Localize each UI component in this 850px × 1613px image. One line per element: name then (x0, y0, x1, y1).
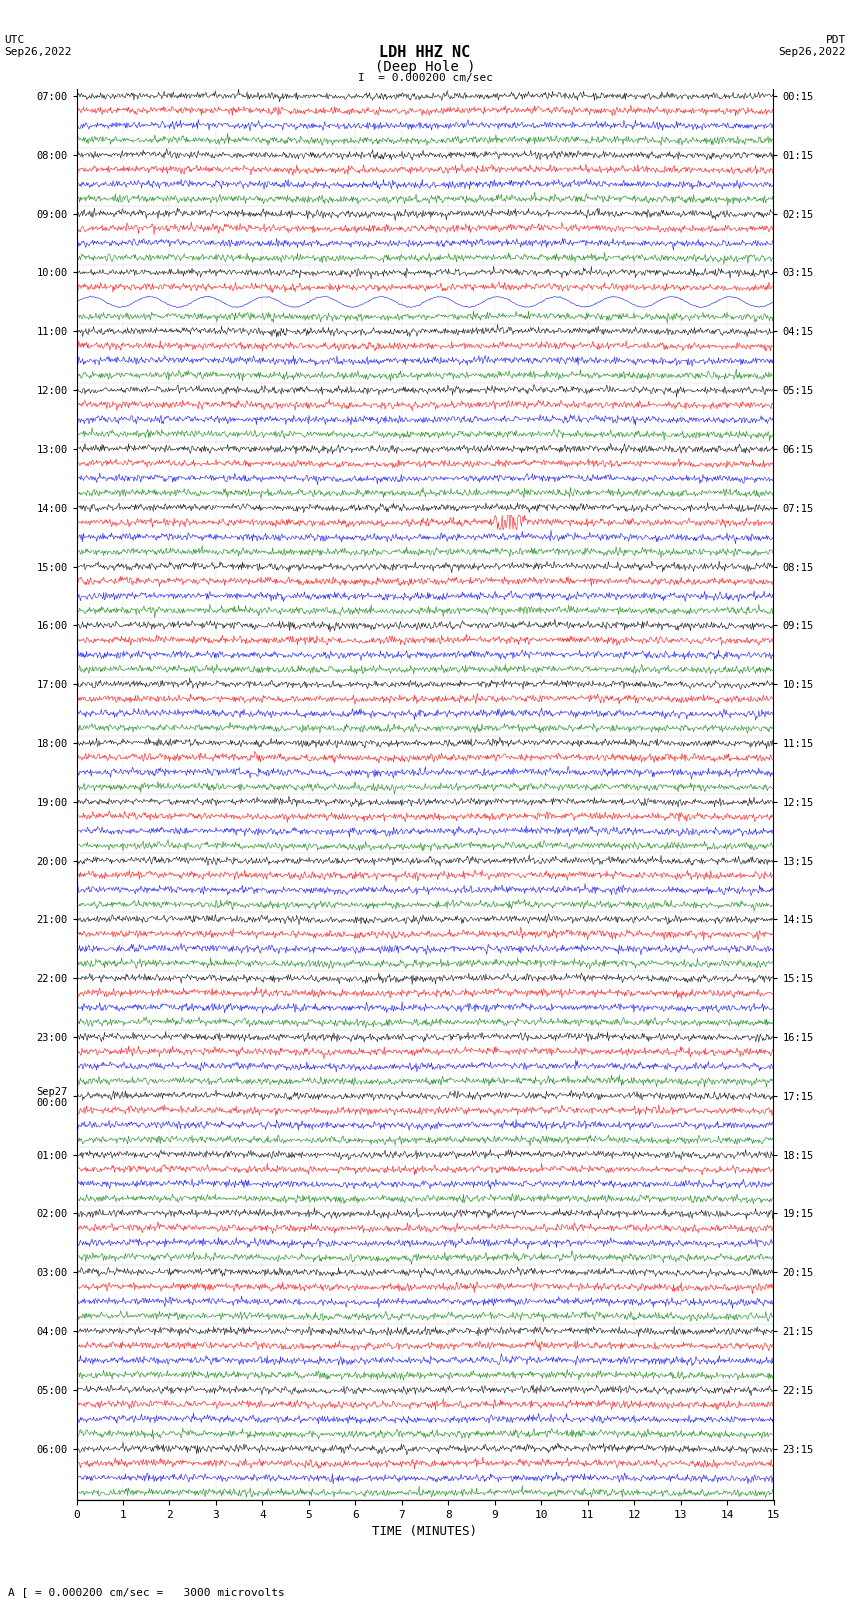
Text: LDH HHZ NC: LDH HHZ NC (379, 45, 471, 60)
Text: PDT
Sep26,2022: PDT Sep26,2022 (779, 35, 846, 56)
Text: A [ = 0.000200 cm/sec =   3000 microvolts: A [ = 0.000200 cm/sec = 3000 microvolts (8, 1587, 286, 1597)
X-axis label: TIME (MINUTES): TIME (MINUTES) (372, 1526, 478, 1539)
Text: (Deep Hole ): (Deep Hole ) (375, 60, 475, 74)
Text: UTC
Sep26,2022: UTC Sep26,2022 (4, 35, 71, 56)
Text: I  = 0.000200 cm/sec: I = 0.000200 cm/sec (358, 73, 492, 82)
